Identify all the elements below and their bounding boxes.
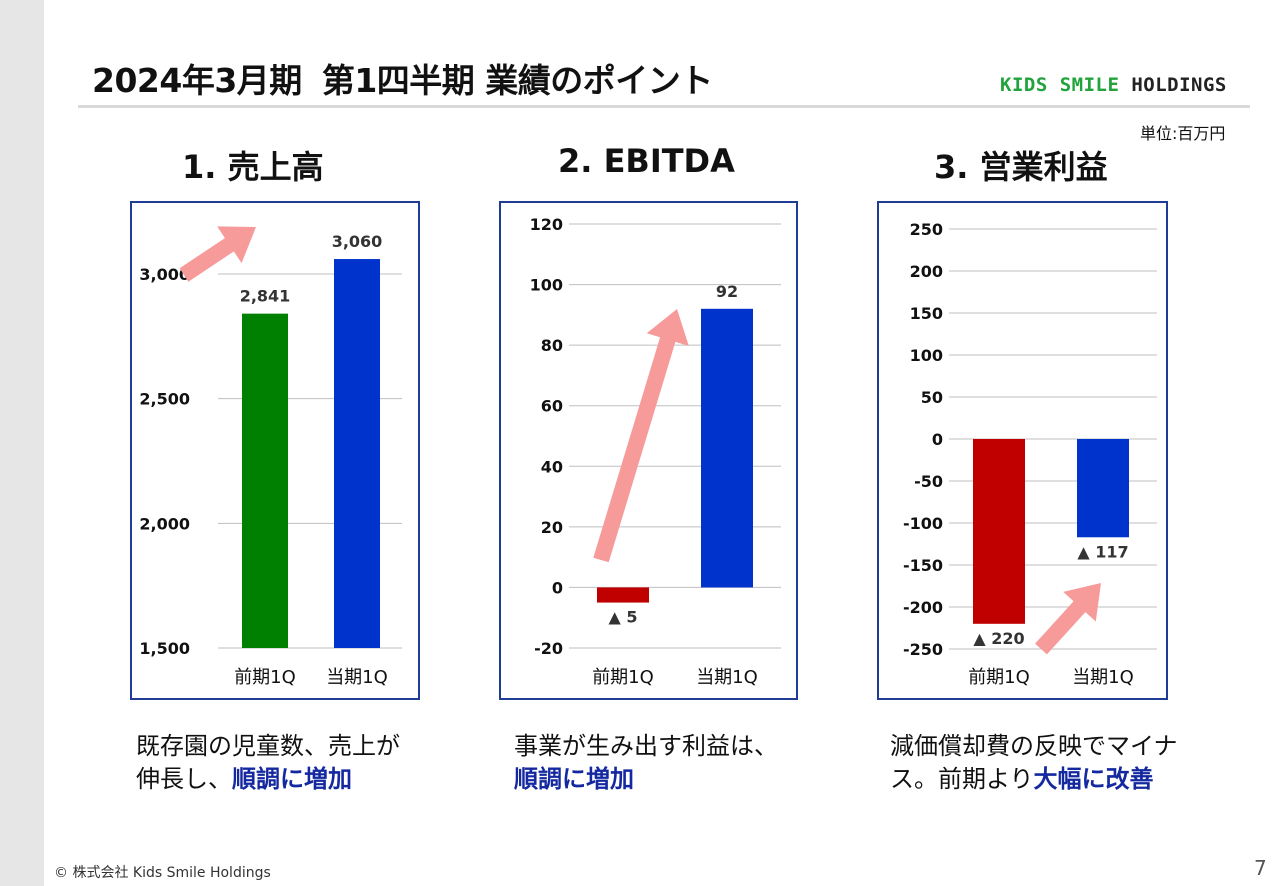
y-tick-label: 20 [541,518,563,537]
y-tick-label: 200 [910,262,943,281]
data-label: 3,060 [332,232,383,251]
caption-sales-plain: 伸長し、 [136,765,232,793]
y-tick-label: -100 [903,514,943,533]
chart-heading-ebitda: 2. EBITDA [558,142,735,180]
y-tick-label: 120 [530,215,563,234]
y-tick-label: 100 [530,276,563,295]
category-label: 前期1Q [968,667,1030,688]
data-label: ▲ 117 [1077,542,1128,561]
trend-arrow [1035,583,1101,655]
page-title-period: 2024年3月期 [92,61,302,100]
y-tick-label: 3,000 [139,265,190,284]
logo-kids-smile: KIDS SMILE [1000,74,1120,96]
y-tick-label: 2,500 [139,390,190,409]
y-tick-label: 2,000 [139,514,190,533]
y-tick-label: 50 [921,388,943,407]
caption-operating-profit-highlight: 大幅に改善 [1033,765,1154,793]
caption-operating-profit: 減価償却費の反映でマイナ ス。前期より大幅に改善 [890,730,1178,796]
caption-ebitda-line2: 順調に増加 [514,763,778,796]
page-title-subject: 第1四半期 業績のポイント [321,61,713,100]
caption-sales-line2: 伸長し、順調に増加 [136,763,400,796]
bar-prior [597,587,649,603]
y-tick-label: -250 [903,640,943,659]
y-tick-label: -150 [903,556,943,575]
caption-sales: 既存園の児童数、売上が 伸長し、順調に増加 [136,730,400,796]
page-title: 2024年3月期 第1四半期 業績のポイント [92,54,713,102]
category-label: 前期1Q [234,667,296,688]
data-label: 92 [716,282,738,301]
y-tick-label: 60 [541,397,563,416]
caption-ebitda-line1: 事業が生み出す利益は、 [514,732,778,760]
ebitda-bar-chart: -20 0 20 40 60 80 100 120 ▲ 5 前期1Q 92 当期1Q [530,215,781,688]
y-tick-label: -20 [534,639,563,658]
y-tick-label: 1,500 [139,639,190,658]
chart-panel-operating-profit: -250 -200 -150 -100 -50 0 50 100 150 200 250 ▲ 220 前… [877,201,1168,700]
bar-current [1077,439,1129,538]
footer-copyright: © 株式会社 Kids Smile Holdings [54,865,271,881]
chart-heading-operating-profit: 3. 営業利益 [934,148,1108,186]
company-logo: KIDS SMILE HOLDINGS [1000,74,1227,96]
y-tick-label: 100 [910,346,943,365]
chart-panel-ebitda: -20 0 20 40 60 80 100 120 ▲ 5 前期1Q 92 当期1Q [499,201,798,700]
y-tick-label: 150 [910,304,943,323]
title-divider [78,105,1250,108]
y-tick-label: 80 [541,336,563,355]
caption-ebitda-highlight: 順調に増加 [514,765,634,793]
data-label: ▲ 5 [608,608,637,627]
operating-profit-bar-chart: -250 -200 -150 -100 -50 0 50 100 150 200 250 ▲ 220 前… [903,220,1157,688]
y-tick-label: 250 [910,220,943,239]
left-accent-bar [0,0,44,886]
page-number: 7 [1254,856,1267,880]
caption-operating-profit-plain: ス。前期より [890,765,1034,793]
caption-ebitda: 事業が生み出す利益は、 順調に増加 [514,730,778,796]
caption-sales-line1: 既存園の児童数、売上が [136,732,400,760]
data-label: 2,841 [240,287,291,306]
unit-label: 単位:百万円 [1140,124,1226,143]
trend-arrow [179,226,256,282]
caption-sales-highlight: 順調に増加 [232,765,352,793]
bar-prior [242,313,288,648]
sales-bar-chart: 1,500 2,000 2,500 3,000 2,841 前期1Q 3,060 当期1Q [139,226,402,688]
y-tick-label: -200 [903,598,943,617]
data-label: ▲ 220 [973,629,1024,648]
bar-current [701,308,753,588]
chart-heading-sales: 1. 売上高 [182,148,324,186]
category-label: 当期1Q [326,667,388,688]
category-label: 当期1Q [696,667,758,688]
category-label: 当期1Q [1072,667,1134,688]
chart-panel-sales: 1,500 2,000 2,500 3,000 2,841 前期1Q 3,060 当期1Q [130,201,420,700]
y-tick-label: -50 [914,472,943,491]
y-tick-label: 0 [552,578,563,597]
caption-operating-profit-line1: 減価償却費の反映でマイナ [890,732,1178,760]
caption-operating-profit-line2: ス。前期より大幅に改善 [890,763,1178,796]
logo-holdings: HOLDINGS [1131,74,1227,96]
trend-arrow [593,309,689,563]
y-tick-label: 0 [932,430,943,449]
y-tick-label: 40 [541,457,563,476]
category-label: 前期1Q [592,667,654,688]
bar-current [334,259,380,648]
bar-prior [973,439,1025,624]
